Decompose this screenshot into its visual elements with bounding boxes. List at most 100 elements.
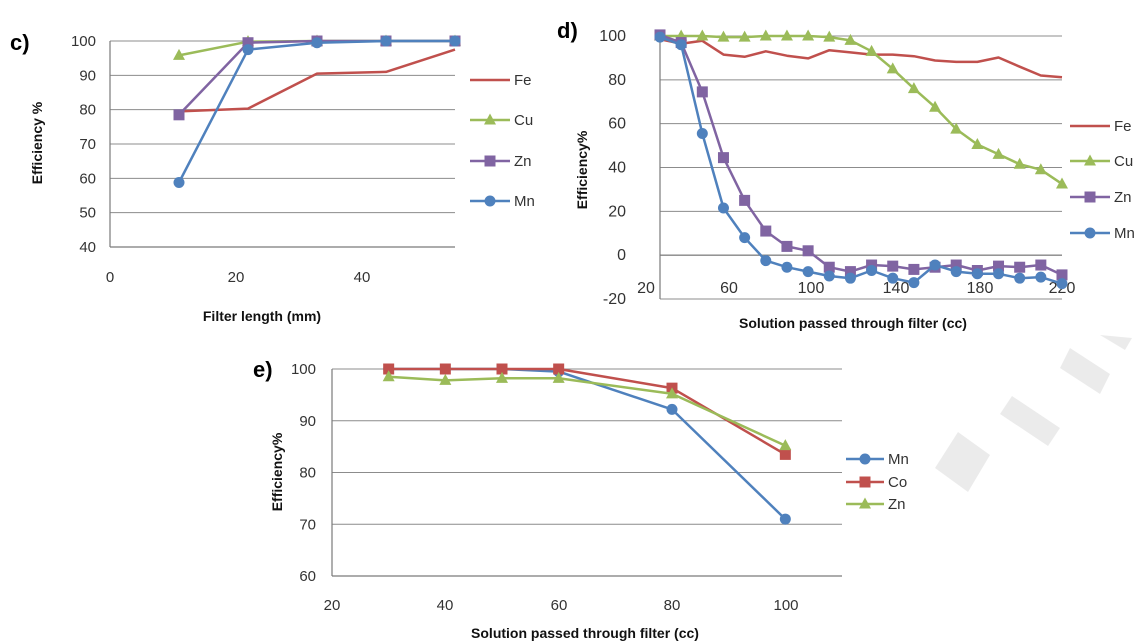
c-legend: Fe Cu Zn Mn xyxy=(470,72,535,210)
e-series-line-mn xyxy=(388,367,787,520)
d-point-cu xyxy=(759,29,772,41)
d-point-cu xyxy=(865,44,878,56)
e-x-axis-title: Solution passed through filter (cc) xyxy=(471,625,699,641)
d-point-zn xyxy=(781,240,793,252)
c-x-tick-label: 0 xyxy=(106,269,114,286)
c-y-tick-label: 70 xyxy=(79,136,96,153)
d-point-mn xyxy=(887,272,899,284)
c-point-mn xyxy=(449,35,461,47)
d-point-zn xyxy=(739,194,751,206)
c-x-axis-title: Filter length (mm) xyxy=(203,308,321,324)
c-y-tick-labels: 40 50 60 70 80 90 100 xyxy=(71,33,96,256)
e-y-tick-label: 80 xyxy=(299,465,316,482)
d-point-mn xyxy=(993,268,1005,280)
d-y-tick-label: -20 xyxy=(603,291,626,308)
c-legend-label-fe: Fe xyxy=(514,72,532,89)
d-point-mn xyxy=(929,259,941,271)
watermark xyxy=(935,335,1132,492)
d-legend-marker-cu xyxy=(1084,154,1096,166)
d-y-tick-label: 0 xyxy=(617,247,626,264)
d-y-axis-title: Efficiency% xyxy=(574,130,590,209)
d-point-mn xyxy=(823,270,835,282)
e-point-zn xyxy=(382,370,395,382)
c-point-mn xyxy=(242,44,254,56)
e-legend-marker-zn xyxy=(859,497,871,509)
e-x-tick-label: 80 xyxy=(664,597,681,614)
e-y-tick-label: 90 xyxy=(299,413,316,430)
c-legend-label-cu: Cu xyxy=(514,112,533,129)
e-series-group xyxy=(382,363,792,525)
d-legend: Fe Cu Zn Mn xyxy=(1070,118,1135,242)
d-point-cu xyxy=(971,137,984,149)
d-y-tick-label: 20 xyxy=(608,203,626,220)
d-point-cu xyxy=(929,100,942,112)
d-x-tick-labels: 2060100140180220 xyxy=(637,280,1075,297)
e-x-tick-labels: 20 40 60 80 100 xyxy=(324,597,799,614)
d-point-mn xyxy=(760,255,772,267)
e-point-co xyxy=(383,363,395,375)
e-point-co xyxy=(779,448,791,460)
e-point-mn xyxy=(779,513,791,525)
d-point-mn xyxy=(1056,278,1068,290)
panel-label-c: c) xyxy=(10,30,30,55)
d-point-zn xyxy=(823,261,835,273)
d-y-tick-label: 60 xyxy=(608,116,626,133)
d-point-mn xyxy=(654,31,666,43)
d-point-zn xyxy=(887,260,899,272)
chart-panel-c: c) 40 50 60 70 80 90 100 0 20 40 Fe Cu Zn Mn Filter… xyxy=(10,30,535,324)
e-y-tick-label: 60 xyxy=(299,568,316,585)
c-point-mn xyxy=(311,37,323,49)
e-x-tick-label: 40 xyxy=(437,597,454,614)
e-y-axis-title: Efficiency% xyxy=(269,432,285,511)
c-gridlines xyxy=(109,40,455,248)
d-point-mn xyxy=(1014,272,1026,284)
d-point-mn xyxy=(781,261,793,273)
d-legend-label-mn: Mn xyxy=(1114,225,1135,242)
c-point-cu xyxy=(173,48,185,60)
d-legend-label-cu: Cu xyxy=(1114,153,1133,170)
d-point-cu xyxy=(950,122,963,134)
e-legend-label-zn: Zn xyxy=(888,496,906,513)
c-legend-marker-zn xyxy=(484,155,496,167)
e-point-zn xyxy=(439,373,452,385)
d-point-mn xyxy=(866,265,878,277)
d-point-zn xyxy=(760,225,772,237)
c-y-tick-label: 100 xyxy=(71,33,96,50)
e-point-zn xyxy=(666,387,678,399)
e-point-co xyxy=(553,363,565,375)
c-point-zn xyxy=(242,37,254,49)
d-point-mn xyxy=(739,232,751,244)
e-point-zn xyxy=(496,371,508,383)
chart-panel-e: e) 60 70 80 90 100 20 40 60 80 100 Mn Co Zn Soluti… xyxy=(253,357,909,641)
e-point-co xyxy=(439,363,451,375)
e-gridlines xyxy=(331,368,842,577)
d-point-zn xyxy=(993,260,1005,272)
d-y-tick-label: 100 xyxy=(599,28,626,45)
d-point-cu xyxy=(780,29,793,41)
d-legend-marker-zn xyxy=(1084,191,1096,203)
d-point-zn xyxy=(908,263,920,275)
panel-label-d: d) xyxy=(557,18,578,43)
d-point-mn xyxy=(1035,271,1047,283)
c-y-tick-label: 80 xyxy=(79,102,96,119)
d-point-cu xyxy=(717,30,730,42)
d-legend-marker-mn xyxy=(1084,227,1096,239)
c-x-tick-label: 20 xyxy=(228,269,245,286)
d-point-mn xyxy=(950,266,962,278)
d-gridlines xyxy=(659,35,1062,300)
d-point-cu xyxy=(802,29,815,41)
c-point-mn xyxy=(380,35,392,47)
c-legend-label-zn: Zn xyxy=(514,153,532,170)
c-y-tick-label: 60 xyxy=(79,170,96,187)
d-point-zn xyxy=(844,266,856,278)
d-x-tick-label: 180 xyxy=(967,280,994,297)
e-series-line-zn xyxy=(388,375,786,447)
e-legend: Mn Co Zn xyxy=(846,451,909,513)
d-point-cu xyxy=(1013,157,1026,169)
d-point-cu xyxy=(1034,163,1047,175)
e-legend-label-mn: Mn xyxy=(888,451,909,468)
c-y-tick-label: 90 xyxy=(79,67,96,84)
c-y-tick-label: 50 xyxy=(79,205,96,222)
d-point-cu xyxy=(844,33,857,45)
